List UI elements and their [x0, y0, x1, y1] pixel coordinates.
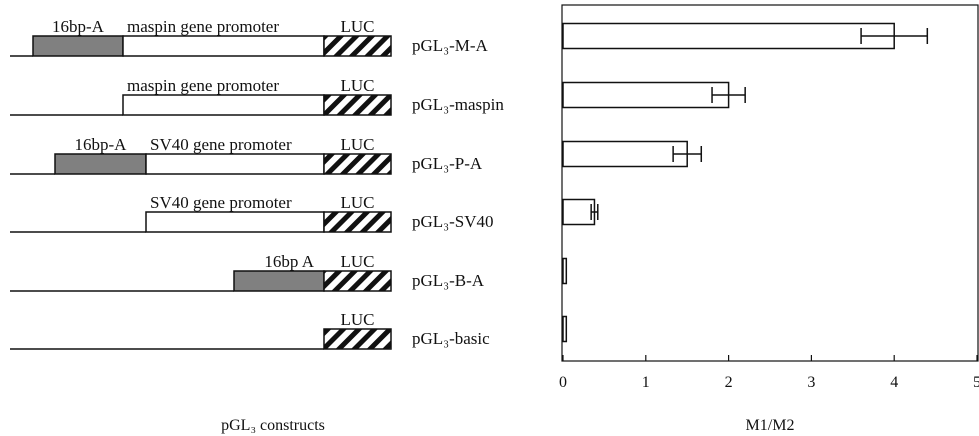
construct-name: pGL₃-M-A [412, 36, 489, 55]
x-tick-label: 4 [890, 374, 898, 391]
promoter-label: maspin gene promoter [127, 17, 279, 36]
constructs-title: pGL₃ constructs [221, 417, 325, 434]
luc-box [323, 94, 392, 116]
construct-name: pGL₃-SV40 [412, 212, 493, 231]
x-tick-label: 5 [973, 374, 979, 391]
luc-box [323, 328, 392, 350]
construct-name: pGL₃-maspin [412, 95, 504, 114]
bar-chart: 0 1 2 3 4 5 [559, 4, 979, 391]
bar [562, 257, 568, 285]
x-tick-label: 2 [725, 374, 733, 391]
luc-label: LUC [341, 252, 375, 271]
element-16bp-box [233, 270, 325, 292]
bar [562, 198, 596, 226]
bar [562, 81, 730, 109]
luc-box [323, 270, 392, 292]
promoter-box [122, 35, 325, 57]
construct-name: pGL₃-P-A [412, 154, 483, 173]
construct: maspin gene promoter LUC pGL₃-maspin [10, 76, 504, 116]
construct: 16bp-A SV40 gene promoter LUC pGL₃-P-A [10, 135, 483, 175]
construct: 16bp-A maspin gene promoter LUC pGL₃-M-A [10, 17, 489, 57]
luc-box [323, 211, 392, 233]
x-axis-ticks: 0 1 2 3 4 5 [559, 355, 979, 391]
bar [562, 22, 895, 50]
x-axis-title: M1/M2 [746, 417, 795, 434]
construct-diagrams: 16bp-A maspin gene promoter LUC pGL₃-M-A mas… [10, 17, 504, 350]
promoter-label: SV40 gene promoter [150, 135, 292, 154]
element-16bp-box [54, 153, 147, 175]
luc-label: LUC [341, 76, 375, 95]
plot-frame [561, 4, 979, 362]
bar [562, 315, 568, 343]
luc-label: LUC [341, 193, 375, 212]
promoter-box [122, 94, 325, 116]
element-16bp-label: 16bp A [264, 252, 314, 271]
element-16bp-label: 16bp-A [52, 17, 105, 36]
construct-name: pGL₃-basic [412, 329, 490, 348]
bars [562, 22, 929, 343]
promoter-label: maspin gene promoter [127, 76, 279, 95]
luc-box [323, 153, 392, 175]
bar [562, 140, 688, 168]
construct: 16bp A LUC pGL₃-B-A [10, 252, 485, 292]
promoter-box [145, 211, 325, 233]
construct: LUC pGL₃-basic [10, 310, 490, 350]
x-tick-label: 0 [559, 374, 567, 391]
luc-box [323, 35, 392, 57]
luc-label: LUC [341, 310, 375, 329]
luc-label: LUC [341, 135, 375, 154]
promoter-label: SV40 gene promoter [150, 193, 292, 212]
construct-name: pGL₃-B-A [412, 271, 485, 290]
x-tick-label: 1 [642, 374, 650, 391]
element-16bp-box [32, 35, 124, 57]
x-tick-label: 3 [807, 374, 815, 391]
luc-label: LUC [341, 17, 375, 36]
element-16bp-label: 16bp-A [75, 135, 128, 154]
construct: SV40 gene promoter LUC pGL₃-SV40 [10, 193, 493, 233]
promoter-box [145, 153, 325, 175]
